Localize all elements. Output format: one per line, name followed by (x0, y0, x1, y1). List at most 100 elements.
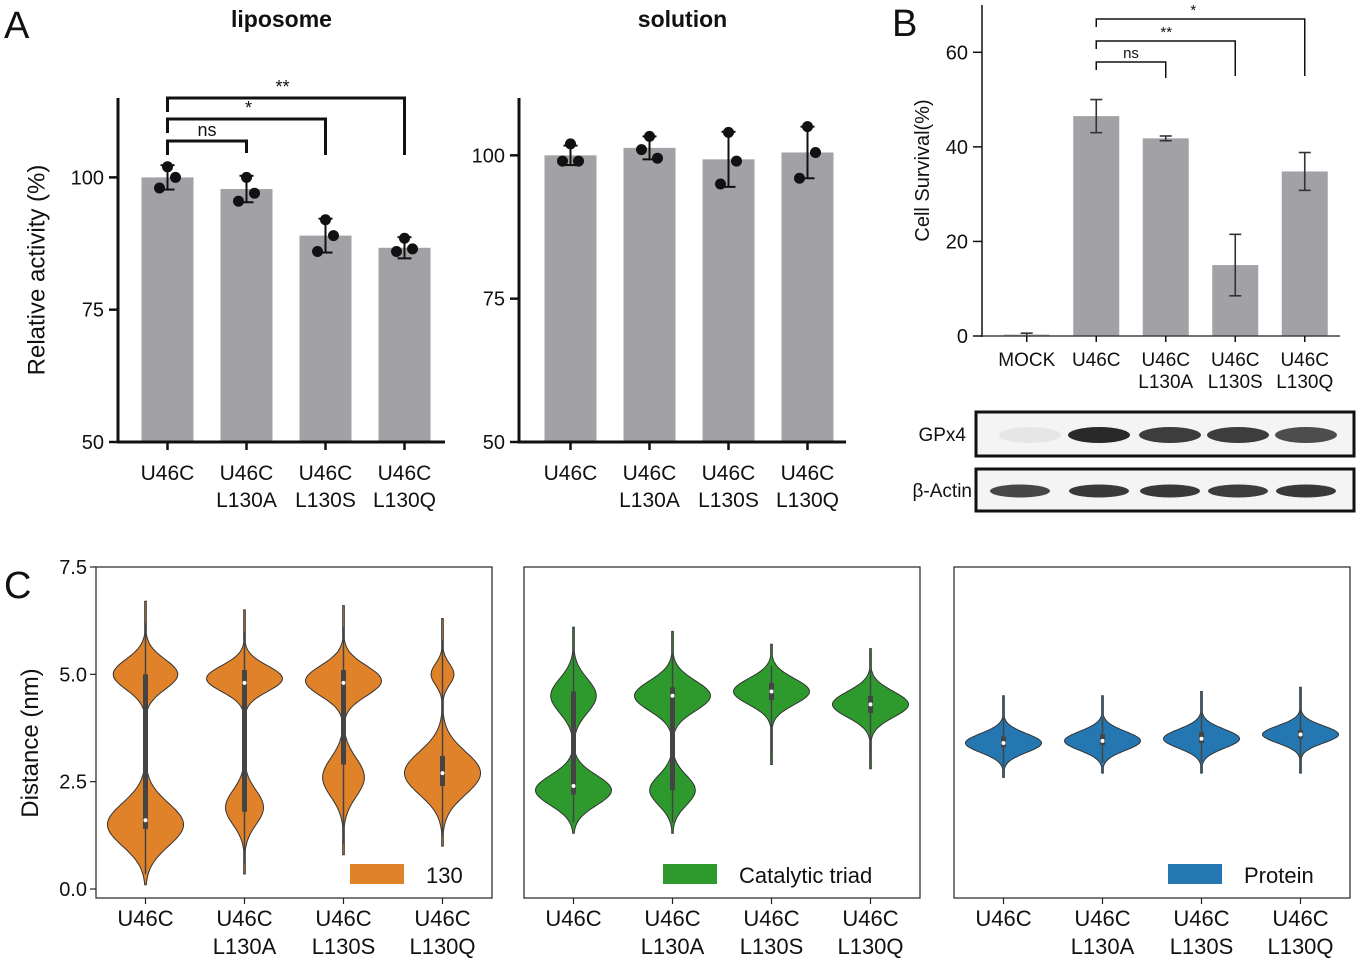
category-label: L130Q (776, 489, 839, 512)
y-tick-label: 50 (483, 432, 505, 454)
category-label: L130S (1170, 934, 1234, 959)
category-label: U46C (623, 462, 677, 485)
data-point (557, 155, 568, 167)
western-blot: GPx4 β-Actin (913, 410, 1356, 513)
category-label: U46C (781, 462, 835, 485)
bar (702, 159, 755, 442)
y-axis-title: Relative activity (%) (23, 165, 50, 376)
category-label: U46C (842, 906, 898, 931)
category-label: U46C (1074, 906, 1130, 931)
category-label: U46C (1141, 350, 1190, 371)
category-label: U46C (117, 906, 173, 931)
data-point (154, 182, 165, 194)
category-label: L130A (1138, 372, 1193, 393)
category-label: L130S (1208, 372, 1263, 393)
data-point (170, 171, 181, 183)
category-label: U46C (414, 906, 470, 931)
data-point (233, 195, 244, 207)
significance-bracket (166, 139, 248, 155)
chart-title: liposome (231, 6, 332, 32)
significance-label: ns (1123, 45, 1139, 62)
data-point (162, 161, 173, 173)
category-label: L130A (216, 489, 277, 512)
legend-label: Catalytic triad (739, 863, 872, 888)
category-label: U46C (644, 906, 700, 931)
y-tick-label: 75 (82, 300, 104, 322)
y-tick-label: 20 (946, 231, 968, 253)
y-tick-label: 50 (82, 432, 104, 454)
chart-violin-protein: U46C U46C L130A U46C L130S U46C L130Q Protein (953, 566, 1351, 959)
blot-band (1069, 484, 1129, 498)
category-label: L130S (698, 489, 759, 512)
blot-band (1275, 427, 1337, 443)
bar (781, 152, 834, 442)
category-label: U46C (216, 906, 272, 931)
legend-swatch (350, 864, 404, 884)
chart-title: solution (638, 6, 727, 32)
data-point (320, 214, 331, 226)
blot-band (1276, 484, 1336, 498)
violin-median (1100, 738, 1105, 743)
plot-frame (953, 566, 1351, 899)
panel-letter-a: A (4, 5, 30, 47)
category-label: U46C (299, 462, 353, 485)
category-label: L130Q (1276, 372, 1333, 393)
data-point (241, 171, 252, 183)
bar (220, 189, 273, 442)
blot-row-label: β-Actin (913, 481, 973, 502)
bar (1142, 138, 1189, 336)
y-tick-label: 60 (946, 42, 968, 64)
category-label: L130A (1071, 934, 1135, 959)
category-label: U46C (1280, 350, 1329, 371)
violin-median (242, 680, 247, 685)
significance-bracket (166, 117, 327, 155)
plot-frame (523, 566, 921, 899)
category-label: U46C (315, 906, 371, 931)
category-label: U46C (378, 462, 432, 485)
violin-median (1001, 741, 1006, 746)
category-label: U46C (544, 462, 598, 485)
significance-label: * (1190, 2, 1196, 19)
category-label: U46C (975, 906, 1031, 931)
blot-band (990, 484, 1050, 498)
data-point (810, 146, 821, 158)
category-label: U46C (141, 462, 195, 485)
significance-bracket (1095, 18, 1306, 76)
legend-label: Protein (1244, 863, 1314, 888)
violin-median (143, 818, 148, 823)
category-label: U46C (702, 462, 756, 485)
category-label: L130Q (837, 934, 903, 959)
y-tick-label: 75 (483, 289, 505, 311)
bar (544, 155, 597, 443)
y-tick-label: 5.0 (59, 664, 87, 686)
data-point (249, 187, 260, 199)
category-label: L130A (619, 489, 680, 512)
significance-bracket (1095, 40, 1236, 76)
category-label: U46C (1173, 906, 1229, 931)
y-tick-label: 100 (472, 145, 505, 167)
data-point (715, 178, 726, 190)
violin-median (440, 771, 445, 776)
bar (299, 235, 352, 442)
chart-liposome: liposome 50 75 100 U46C U46C L130A U46C L130S U46… (23, 6, 445, 512)
bar (1073, 116, 1120, 336)
panel-letter-b: B (892, 3, 917, 45)
data-point (565, 138, 576, 150)
blot-band (1207, 427, 1269, 443)
bar (141, 177, 194, 442)
y-tick-label: 40 (946, 137, 968, 159)
category-label: L130A (213, 934, 277, 959)
data-point (407, 243, 418, 255)
violin-median (1298, 732, 1303, 737)
violin-median (1199, 736, 1204, 741)
category-label: U46C (1272, 906, 1328, 931)
bar (1281, 171, 1328, 336)
y-tick-label: 100 (71, 167, 104, 189)
category-label: L130A (641, 934, 705, 959)
legend-swatch (1168, 864, 1222, 884)
chart-solution: solution 50 75 100 U46C U46C L130A U46C L130S U46… (472, 6, 846, 512)
category-label: L130Q (1267, 934, 1333, 959)
panel-letter-c: C (4, 565, 31, 607)
y-axis-title: Distance (nm) (17, 668, 44, 817)
